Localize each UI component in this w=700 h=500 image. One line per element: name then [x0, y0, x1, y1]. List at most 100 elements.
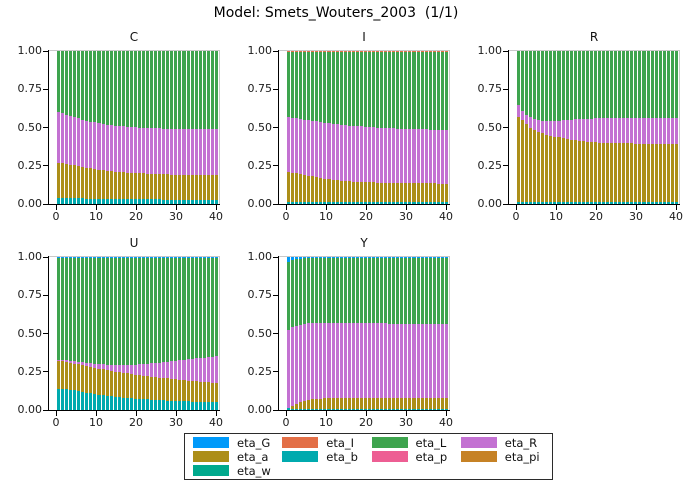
- segment-eta_R: [384, 323, 388, 398]
- segment-eta_L: [436, 257, 440, 325]
- segment-eta_b: [630, 202, 634, 204]
- segment-eta_G: [323, 257, 327, 258]
- segment-eta_L: [521, 51, 525, 111]
- segment-eta_a: [89, 168, 93, 199]
- fevd-bar: [162, 257, 166, 410]
- fevd-bar: [198, 51, 202, 204]
- segment-eta_a: [61, 163, 65, 199]
- x-tick: [96, 205, 97, 210]
- segment-eta_a: [343, 180, 347, 203]
- segment-eta_L: [355, 257, 359, 323]
- segment-eta_b: [537, 202, 541, 204]
- segment-eta_b: [367, 202, 371, 204]
- segment-eta_R: [150, 128, 154, 174]
- segment-eta_a: [654, 143, 658, 203]
- segment-eta_L: [359, 257, 363, 324]
- segment-eta_G: [287, 257, 291, 263]
- segment-eta_L: [606, 51, 610, 119]
- segment-eta_b: [162, 400, 166, 410]
- fevd-bar: [420, 51, 424, 204]
- segment-eta_L: [404, 51, 408, 129]
- x-tick: [366, 411, 367, 416]
- fevd-bar: [416, 51, 420, 204]
- segment-eta_b: [388, 409, 392, 410]
- segment-eta_L: [166, 51, 170, 129]
- segment-eta_a: [194, 174, 198, 200]
- segment-eta_G: [315, 257, 319, 258]
- segment-eta_L: [646, 51, 650, 118]
- segment-eta_R: [424, 324, 428, 398]
- fevd-bar: [57, 257, 61, 410]
- segment-eta_L: [376, 257, 380, 324]
- segment-eta_b: [295, 202, 299, 204]
- fevd-bar: [597, 51, 601, 204]
- segment-eta_G: [400, 257, 404, 258]
- segment-eta_a: [577, 140, 581, 203]
- fevd-bar: [299, 257, 303, 410]
- segment-eta_R: [416, 323, 420, 398]
- y-tick-label: 0.00: [17, 403, 43, 416]
- segment-eta_R: [432, 324, 436, 398]
- legend-swatch-eta_pi: [460, 451, 497, 462]
- segment-eta_b: [287, 408, 291, 410]
- segment-eta_R: [109, 125, 113, 172]
- segment-eta_R: [351, 322, 355, 398]
- segment-eta_I: [416, 51, 420, 52]
- fevd-bar: [351, 257, 355, 410]
- y-tick: [273, 333, 278, 334]
- segment-eta_R: [214, 129, 218, 176]
- segment-eta_I: [363, 51, 367, 52]
- segment-eta_a: [642, 143, 646, 203]
- segment-eta_a: [311, 176, 315, 203]
- y-tick: [503, 127, 508, 128]
- fevd-bar: [343, 51, 347, 204]
- segment-eta_b: [202, 199, 206, 204]
- segment-eta_a: [424, 397, 428, 410]
- segment-eta_a: [214, 175, 218, 200]
- segment-eta_b: [432, 202, 436, 204]
- x-tick: [406, 411, 407, 416]
- segment-eta_G: [416, 257, 420, 258]
- segment-eta_a: [210, 382, 214, 403]
- segment-eta_b: [315, 202, 319, 204]
- segment-eta_G: [101, 257, 105, 258]
- x-tick: [136, 411, 137, 416]
- segment-eta_a: [614, 143, 618, 203]
- segment-eta_I: [307, 51, 311, 52]
- segment-eta_G: [347, 257, 351, 258]
- legend-label: eta_I: [326, 435, 355, 450]
- legend-item-eta_G: eta_G: [193, 436, 276, 450]
- segment-eta_b: [347, 409, 351, 410]
- legend-item-eta_R: eta_R: [460, 436, 544, 450]
- segment-eta_a: [202, 174, 206, 200]
- segment-eta_L: [113, 257, 117, 366]
- segment-eta_a: [371, 182, 376, 203]
- segment-eta_b: [388, 202, 392, 204]
- legend-label: eta_w: [237, 463, 271, 478]
- segment-eta_G: [109, 257, 113, 258]
- segment-eta_G: [154, 257, 158, 258]
- fevd-bar: [166, 51, 170, 204]
- segment-eta_b: [182, 401, 186, 410]
- fevd-bar: [674, 51, 678, 204]
- segment-eta_b: [178, 401, 182, 410]
- segment-eta_L: [97, 51, 101, 124]
- segment-eta_R: [69, 360, 73, 363]
- segment-eta_L: [396, 51, 400, 129]
- segment-eta_I: [400, 51, 404, 52]
- fevd-bar: [585, 51, 589, 204]
- segment-eta_a: [521, 120, 525, 203]
- segment-eta_b: [400, 409, 404, 410]
- fevd-bar: [150, 257, 154, 410]
- segment-eta_b: [557, 202, 561, 204]
- segment-eta_L: [553, 51, 557, 121]
- y-tick-label: 0.00: [247, 403, 273, 416]
- fevd-bar: [214, 51, 218, 204]
- segment-eta_L: [404, 257, 408, 324]
- segment-eta_a: [146, 173, 150, 200]
- segment-eta_L: [287, 51, 291, 117]
- bars-area: [517, 51, 678, 204]
- y-tick: [43, 165, 48, 167]
- fevd-bar: [642, 51, 646, 204]
- segment-eta_L: [146, 51, 150, 129]
